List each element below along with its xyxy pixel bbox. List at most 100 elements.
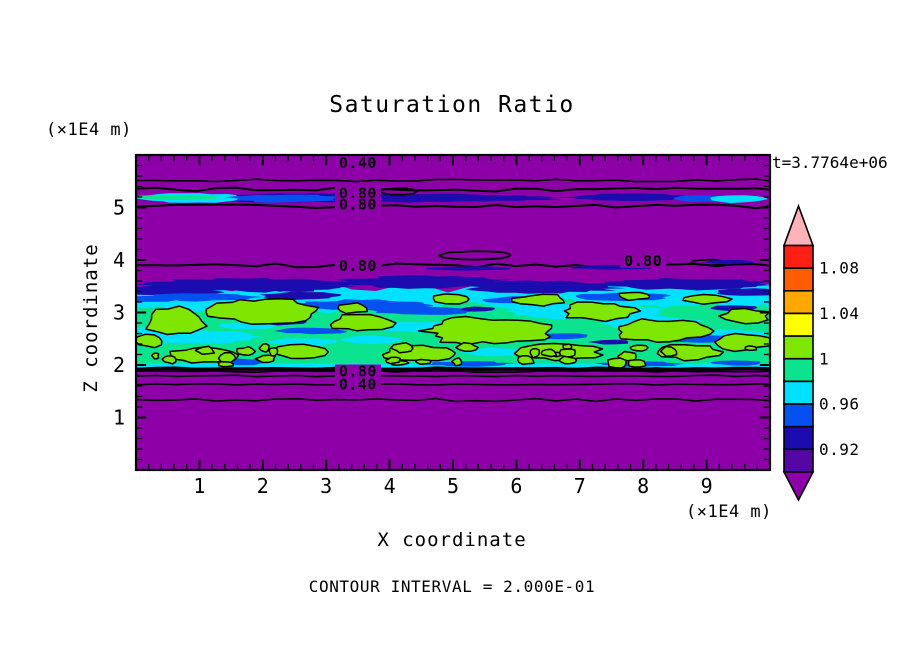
streak <box>371 306 477 315</box>
x-axis-units-label: (×1E4 m) <box>686 502 772 522</box>
contour-line <box>136 382 770 386</box>
streak <box>267 338 338 347</box>
contour-patch <box>563 301 642 323</box>
contour-line <box>136 262 770 269</box>
contour-patch <box>161 355 177 365</box>
contour-field <box>136 178 770 403</box>
streak <box>153 293 264 302</box>
streak <box>259 291 342 300</box>
x-tick-label: 6 <box>510 474 522 498</box>
saturation-band <box>136 275 770 368</box>
contour-patch <box>217 361 235 368</box>
contour-patch <box>194 345 216 356</box>
contour-loop <box>437 250 512 261</box>
colorbar-segment <box>783 425 814 451</box>
contour-line <box>136 369 770 374</box>
contour-patch <box>618 318 715 343</box>
contour-label: 0.40 <box>339 154 377 172</box>
streak <box>338 335 403 345</box>
contour-interval-label: CONTOUR INTERVAL = 2.000E-01 <box>309 577 596 596</box>
contour-patch <box>540 348 558 358</box>
colorbar-segment <box>783 267 814 292</box>
contour-patch <box>529 347 541 359</box>
contour-label-backing <box>334 156 381 170</box>
contour-patch <box>329 313 397 332</box>
contour-patch <box>510 293 566 307</box>
contour-patch <box>629 344 649 352</box>
streak <box>710 195 769 204</box>
x-tick-label: 9 <box>701 474 713 498</box>
colorbar-over-arrow <box>782 203 815 247</box>
x-tick-label: 5 <box>447 474 459 498</box>
streak <box>710 360 761 366</box>
colorbar-label: 1.08 <box>819 259 860 278</box>
colorbar-segment <box>783 448 814 473</box>
plot-border <box>134 153 772 472</box>
contour-label: 0.80 <box>339 362 377 380</box>
streak <box>136 195 220 200</box>
contour-labels: 0.400.800.800.80 0.800.800.40 <box>334 154 667 393</box>
contour-label: 0.80 <box>339 257 377 275</box>
x-tick-label: 1 <box>193 474 205 498</box>
timestamp-label: t=3.7764e+06 <box>772 153 888 172</box>
axis-ticks <box>137 156 769 469</box>
contour-line <box>136 186 770 193</box>
contour-patch <box>414 358 432 366</box>
streak <box>563 193 705 201</box>
colorbar-segment <box>783 357 814 383</box>
contour-patch <box>258 343 270 353</box>
colorbar-segment <box>783 380 814 405</box>
x-tick-label: 8 <box>637 474 649 498</box>
contour-patch <box>450 357 463 367</box>
contour-label-backing <box>334 377 381 392</box>
contour-patch <box>558 355 578 365</box>
contour-patch <box>205 298 320 325</box>
y-tick-labels: 1 2 3 4 5 <box>113 196 125 430</box>
colorbar-segment <box>783 312 814 337</box>
contour-label-backing <box>620 254 667 268</box>
contour-patch <box>136 333 163 349</box>
contour-patch <box>627 359 647 368</box>
contour-label: 0.80 <box>624 252 662 270</box>
y-tick-label: 3 <box>113 301 125 325</box>
contour-patch <box>385 356 402 365</box>
y-tick-label: 1 <box>113 406 125 430</box>
contour-patch <box>145 305 208 336</box>
y-axis-units-label: (×1E4 m) <box>46 120 132 140</box>
x-tick-label: 2 <box>257 474 269 498</box>
streak <box>136 295 180 302</box>
y-axis-label: Z coordinate <box>80 243 102 392</box>
contour-label-backing <box>334 364 381 379</box>
colorbar: 1.08 1.04 1 0.96 0.92 <box>782 203 860 502</box>
contour-patch <box>389 342 414 354</box>
streak <box>717 288 770 296</box>
contour-patch <box>744 345 758 352</box>
colorbar-segment <box>783 289 814 315</box>
chart-title: Saturation Ratio <box>329 92 575 118</box>
colorbar-label: 0.92 <box>819 440 860 459</box>
contour-line <box>136 203 770 210</box>
contour-patch <box>682 293 733 306</box>
streak <box>460 306 496 312</box>
plot-area <box>136 155 770 470</box>
contour-line <box>136 178 770 183</box>
y-tick-label: 4 <box>113 248 125 272</box>
contour-label-backing <box>334 197 381 212</box>
colorbar-label: 1 <box>819 349 829 368</box>
contour-label: 0.40 <box>339 375 377 393</box>
contour-patch <box>517 354 535 366</box>
contour-patch <box>254 354 276 364</box>
colorbar-label: 0.96 <box>819 395 860 414</box>
streak <box>425 361 517 367</box>
streak <box>425 266 511 271</box>
contour-patch <box>607 357 627 368</box>
contour-patch <box>337 302 369 315</box>
contour-patch <box>417 315 553 346</box>
contour-line <box>136 366 770 372</box>
contour-patch <box>455 341 480 353</box>
contour-line <box>136 397 770 403</box>
streak <box>225 194 339 203</box>
contour-label-backing <box>334 258 381 273</box>
